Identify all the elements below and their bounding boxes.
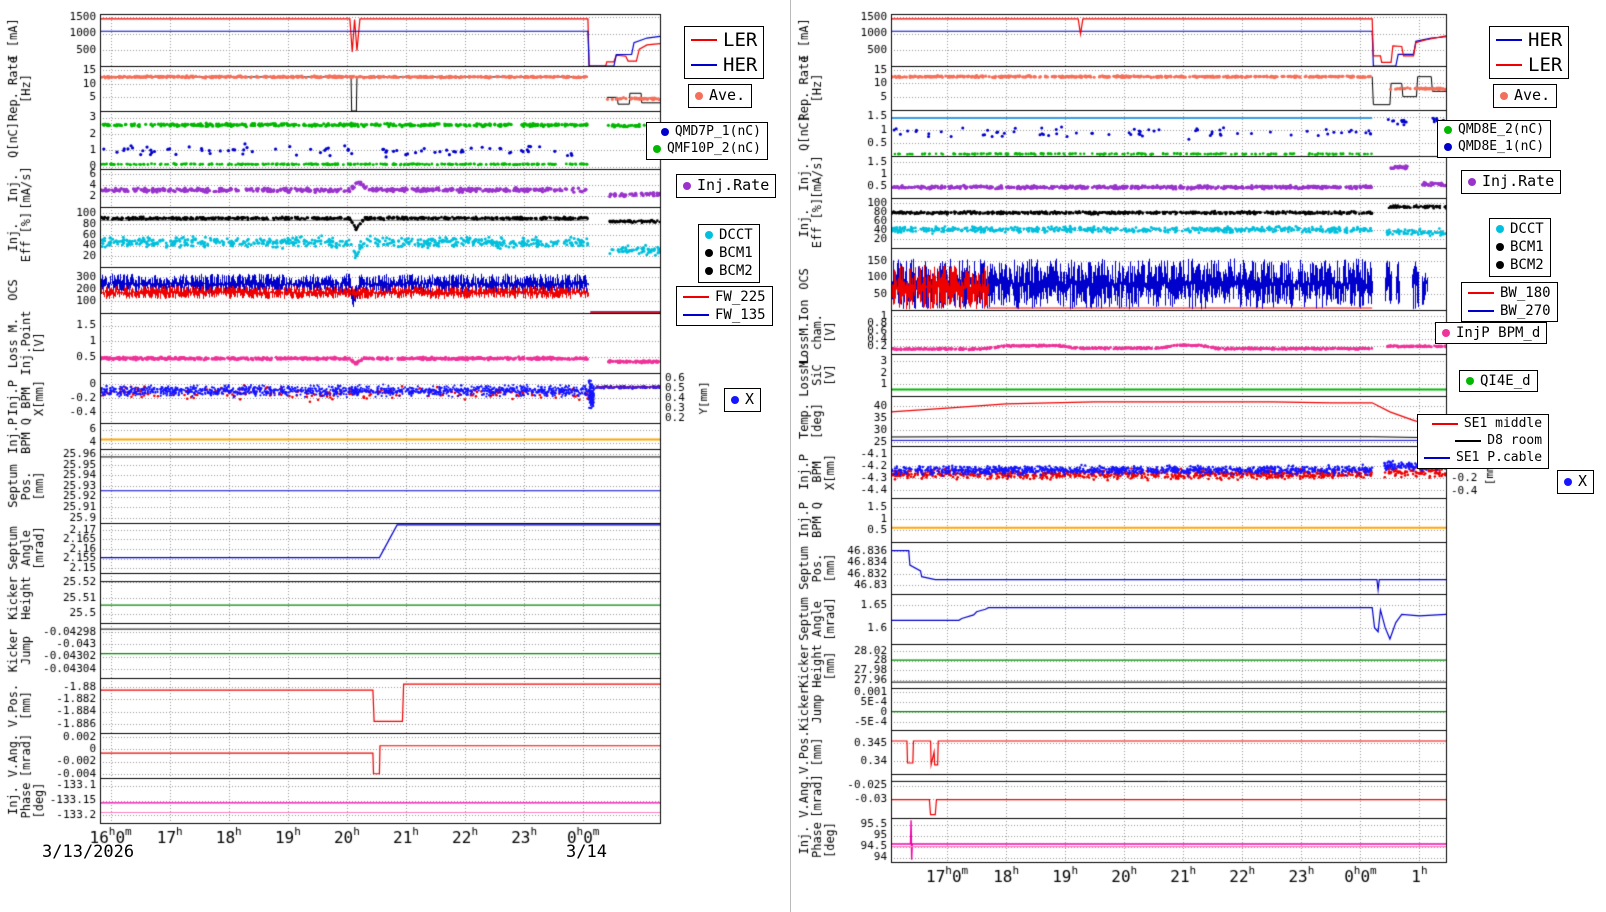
- panel-ler: LER HER Ave. QMD7P_1(nC) QMF10P_2(nC) Inj.Rat…: [0, 0, 790, 912]
- her-strip-charts-canvas: [791, 0, 1606, 912]
- date-label-start: 3/13/2026: [42, 842, 135, 862]
- date-label-midnight: 3/14: [566, 842, 607, 862]
- ler-strip-charts-canvas: [0, 0, 790, 912]
- panel-her: HER LER Ave. QMD8E_2(nC) QMD8E_1(nC) Inj.Rate…: [790, 0, 1606, 912]
